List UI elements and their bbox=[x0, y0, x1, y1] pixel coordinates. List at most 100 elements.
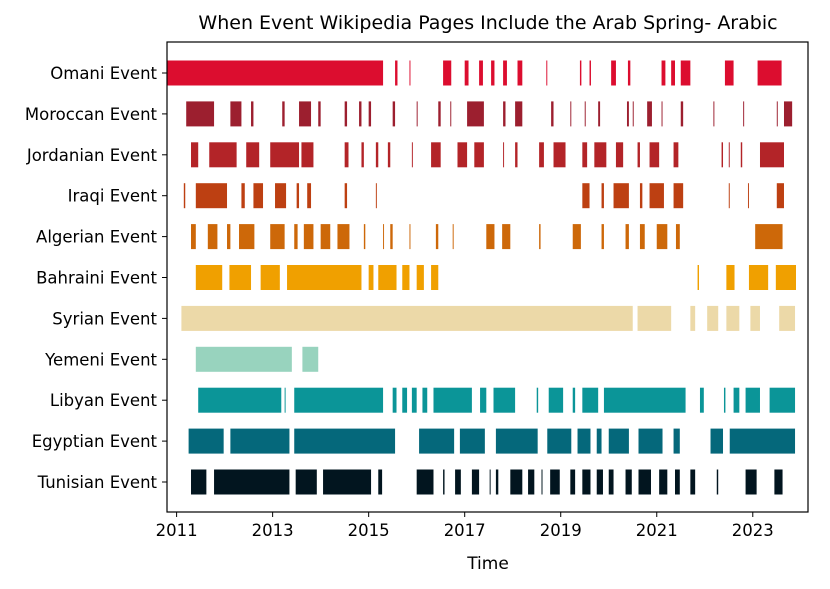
series-bahraini-event bbox=[195, 265, 796, 290]
bar-egyptian-event bbox=[577, 428, 591, 454]
bar-omani-event bbox=[464, 60, 469, 86]
bar-tunisian-event bbox=[214, 469, 290, 495]
bar-moroccan-event bbox=[282, 101, 285, 127]
bar-jordanian-event bbox=[728, 142, 730, 168]
bar-tunisian-event bbox=[625, 469, 632, 495]
bar-bahraini-event bbox=[402, 265, 410, 290]
bar-moroccan-event bbox=[450, 101, 452, 127]
y-tick-label: Bahraini Event bbox=[36, 269, 157, 288]
bar-egyptian-event bbox=[495, 428, 538, 454]
bar-algerian-event bbox=[383, 224, 385, 250]
bar-jordanian-event bbox=[721, 142, 724, 168]
bar-jordanian-event bbox=[344, 142, 349, 168]
bar-jordanian-event bbox=[637, 142, 640, 168]
bar-tunisian-event bbox=[191, 469, 207, 495]
bar-egyptian-event bbox=[230, 428, 290, 454]
bar-tunisian-event bbox=[416, 469, 434, 495]
bar-jordanian-event bbox=[582, 142, 588, 168]
bar-tunisian-event bbox=[690, 469, 696, 495]
bar-moroccan-event bbox=[230, 101, 242, 127]
y-tick-label: Jordanian Event bbox=[26, 146, 158, 165]
bar-iraqi-event bbox=[776, 183, 784, 209]
bar-bahraini-event bbox=[368, 265, 374, 290]
bar-jordanian-event bbox=[301, 142, 314, 168]
bar-tunisian-event bbox=[659, 469, 668, 495]
bar-moroccan-event bbox=[713, 101, 715, 127]
bar-jordanian-event bbox=[246, 142, 260, 168]
bar-tunisian-event bbox=[295, 469, 317, 495]
bar-algerian-event bbox=[294, 224, 298, 250]
y-tick-label: Syrian Event bbox=[52, 309, 157, 328]
bar-bahraini-event bbox=[431, 265, 439, 290]
y-tick-label: Libyan Event bbox=[50, 391, 158, 410]
bar-iraqi-event bbox=[296, 183, 300, 209]
bar-algerian-event bbox=[486, 224, 495, 250]
bar-moroccan-event bbox=[776, 101, 778, 127]
bar-bahraini-event bbox=[260, 265, 280, 290]
x-tick-label: 2011 bbox=[156, 521, 198, 540]
bar-moroccan-event bbox=[299, 101, 312, 127]
bar-jordanian-event bbox=[740, 142, 743, 168]
bar-algerian-event bbox=[363, 224, 366, 250]
bar-algerian-event bbox=[337, 224, 350, 250]
bar-moroccan-event bbox=[186, 101, 215, 127]
bar-egyptian-event bbox=[608, 428, 629, 454]
bar-jordanian-event bbox=[387, 142, 391, 168]
bar-jordanian-event bbox=[649, 142, 660, 168]
bar-iraqi-event bbox=[673, 183, 684, 209]
bar-moroccan-event bbox=[503, 101, 506, 127]
bar-libyan-event bbox=[723, 387, 726, 413]
series-algerian-event bbox=[191, 224, 783, 250]
bar-yemeni-event bbox=[195, 346, 292, 372]
bar-bahraini-event bbox=[697, 265, 700, 290]
bar-tunisian-event bbox=[471, 469, 480, 495]
bar-bahraini-event bbox=[229, 265, 252, 290]
bar-libyan-event bbox=[411, 387, 417, 413]
y-tick-label: Iraqi Event bbox=[68, 187, 158, 206]
y-tick-label: Tunisian Event bbox=[37, 473, 158, 492]
bar-libyan-event bbox=[733, 387, 740, 413]
bar-bahraini-event bbox=[287, 265, 362, 290]
bar-omani-event bbox=[611, 60, 616, 86]
chart-title: When Event Wikipedia Pages Include the A… bbox=[198, 12, 777, 34]
bar-iraqi-event bbox=[307, 183, 312, 209]
bar-moroccan-event bbox=[647, 101, 652, 127]
bar-algerian-event bbox=[625, 224, 629, 250]
bar-egyptian-event bbox=[710, 428, 724, 454]
bar-omani-event bbox=[627, 60, 631, 86]
bar-algerian-event bbox=[452, 224, 454, 250]
bar-syrian-event bbox=[750, 305, 760, 331]
bar-tunisian-event bbox=[745, 469, 757, 495]
bar-algerian-event bbox=[572, 224, 581, 250]
bar-libyan-event bbox=[699, 387, 704, 413]
bar-bahraini-event bbox=[775, 265, 796, 290]
bar-egyptian-event bbox=[459, 428, 485, 454]
y-axis: Omani Event Moroccan Event Jordanian Event… bbox=[25, 64, 167, 492]
bar-omani-event bbox=[680, 60, 691, 86]
bar-iraqi-event bbox=[375, 183, 377, 209]
series-iraqi-event bbox=[183, 183, 784, 209]
x-tick-label: 2019 bbox=[540, 521, 582, 540]
bar-jordanian-event bbox=[270, 142, 300, 168]
bar-iraqi-event bbox=[195, 183, 228, 209]
bars-layer bbox=[167, 60, 796, 495]
bar-syrian-event bbox=[637, 305, 672, 331]
bar-omani-event bbox=[579, 60, 582, 86]
bar-algerian-event bbox=[639, 224, 645, 250]
y-tick-label: Moroccan Event bbox=[25, 105, 158, 124]
series-syrian-event bbox=[181, 305, 796, 331]
bar-moroccan-event bbox=[416, 101, 418, 127]
bar-moroccan-event bbox=[318, 101, 321, 127]
bar-algerian-event bbox=[409, 224, 411, 250]
bar-tunisian-event bbox=[323, 469, 372, 495]
bar-moroccan-event bbox=[392, 101, 396, 127]
bar-algerian-event bbox=[435, 224, 439, 250]
bar-libyan-event bbox=[548, 387, 564, 413]
bar-jordanian-event bbox=[759, 142, 784, 168]
series-jordanian-event bbox=[191, 142, 784, 168]
series-omani-event bbox=[167, 60, 782, 86]
bar-libyan-event bbox=[198, 387, 282, 413]
bar-iraqi-event bbox=[601, 183, 604, 209]
bar-algerian-event bbox=[755, 224, 783, 250]
